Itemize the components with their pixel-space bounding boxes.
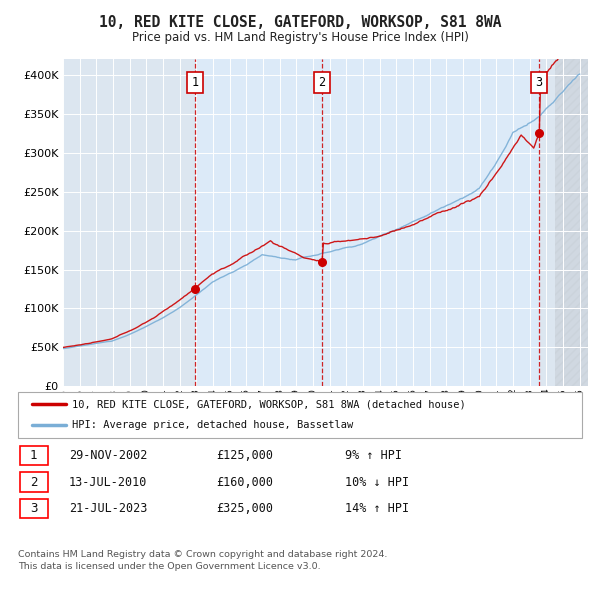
Text: £325,000: £325,000 bbox=[216, 502, 273, 515]
Text: HPI: Average price, detached house, Bassetlaw: HPI: Average price, detached house, Bass… bbox=[71, 420, 353, 430]
Text: 13-JUL-2010: 13-JUL-2010 bbox=[69, 476, 148, 489]
FancyBboxPatch shape bbox=[20, 473, 47, 491]
Bar bbox=[554, 59, 588, 386]
Text: 14% ↑ HPI: 14% ↑ HPI bbox=[345, 502, 409, 515]
Text: 1: 1 bbox=[191, 76, 199, 89]
Text: Contains HM Land Registry data © Crown copyright and database right 2024.: Contains HM Land Registry data © Crown c… bbox=[18, 550, 388, 559]
Text: This data is licensed under the Open Government Licence v3.0.: This data is licensed under the Open Gov… bbox=[18, 562, 320, 571]
Text: 21-JUL-2023: 21-JUL-2023 bbox=[69, 502, 148, 515]
FancyBboxPatch shape bbox=[20, 499, 47, 518]
Text: 1: 1 bbox=[30, 449, 37, 462]
Text: 10, RED KITE CLOSE, GATEFORD, WORKSOP, S81 8WA (detached house): 10, RED KITE CLOSE, GATEFORD, WORKSOP, S… bbox=[71, 399, 466, 409]
Text: 2: 2 bbox=[319, 76, 326, 89]
FancyBboxPatch shape bbox=[18, 392, 582, 438]
Text: £160,000: £160,000 bbox=[216, 476, 273, 489]
Text: 2: 2 bbox=[30, 476, 37, 489]
Text: 29-NOV-2002: 29-NOV-2002 bbox=[69, 449, 148, 462]
Text: 3: 3 bbox=[30, 502, 37, 515]
Text: 10% ↓ HPI: 10% ↓ HPI bbox=[345, 476, 409, 489]
Text: 10, RED KITE CLOSE, GATEFORD, WORKSOP, S81 8WA: 10, RED KITE CLOSE, GATEFORD, WORKSOP, S… bbox=[99, 15, 501, 30]
Text: 3: 3 bbox=[535, 76, 542, 89]
Text: 9% ↑ HPI: 9% ↑ HPI bbox=[345, 449, 402, 462]
Bar bbox=[195, 59, 539, 386]
Text: Price paid vs. HM Land Registry's House Price Index (HPI): Price paid vs. HM Land Registry's House … bbox=[131, 31, 469, 44]
Text: £125,000: £125,000 bbox=[216, 449, 273, 462]
FancyBboxPatch shape bbox=[20, 446, 47, 465]
